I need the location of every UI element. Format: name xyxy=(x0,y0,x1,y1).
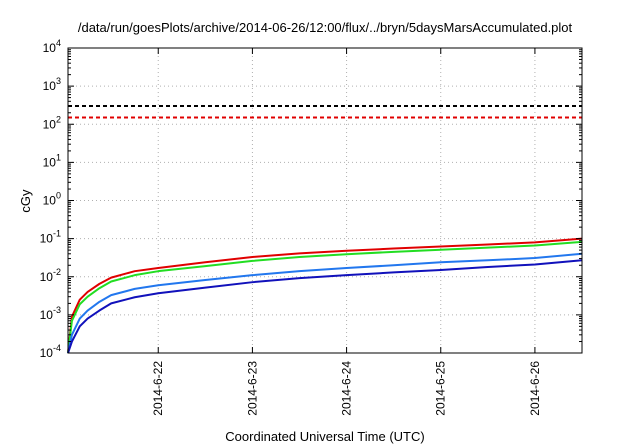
y-tick-label: 101 xyxy=(43,152,61,169)
x-tick-label: 2014-6-23 xyxy=(245,361,259,416)
chart-title: /data/run/goesPlots/archive/2014-06-26/1… xyxy=(78,20,573,35)
y-axis-label: cGy xyxy=(18,189,33,213)
y-tick-label: 10-3 xyxy=(40,305,61,322)
x-tick-label: 2014-6-24 xyxy=(340,361,354,416)
y-tick-label: 103 xyxy=(43,76,61,93)
series-line xyxy=(67,240,583,354)
series-line xyxy=(67,252,583,354)
series-line xyxy=(67,259,583,354)
y-tick-label: 10-4 xyxy=(40,343,61,360)
x-tick-label: 2014-6-26 xyxy=(528,361,542,416)
x-axis-ticks: 2014-6-22 2014-6-23 2014-6-24 2014-6-25 2014… xyxy=(151,48,542,416)
x-axis-label: Coordinated Universal Time (UTC) xyxy=(225,429,424,444)
y-axis-ticks: 10-4 10-3 10-2 10-1 100 101 102 103 104 xyxy=(40,38,582,360)
y-tick-label: 102 xyxy=(43,114,61,131)
grid xyxy=(68,48,582,353)
y-tick-label: 10-2 xyxy=(40,267,61,284)
reference-lines xyxy=(68,105,582,119)
series-line xyxy=(67,237,583,354)
y-tick-label: 104 xyxy=(43,38,61,55)
x-tick-label: 2014-6-25 xyxy=(434,361,448,416)
y-tick-label: 100 xyxy=(43,191,61,208)
series-lines xyxy=(67,237,583,354)
y-tick-label: 10-1 xyxy=(40,229,61,246)
x-tick-label: 2014-6-22 xyxy=(151,361,165,416)
